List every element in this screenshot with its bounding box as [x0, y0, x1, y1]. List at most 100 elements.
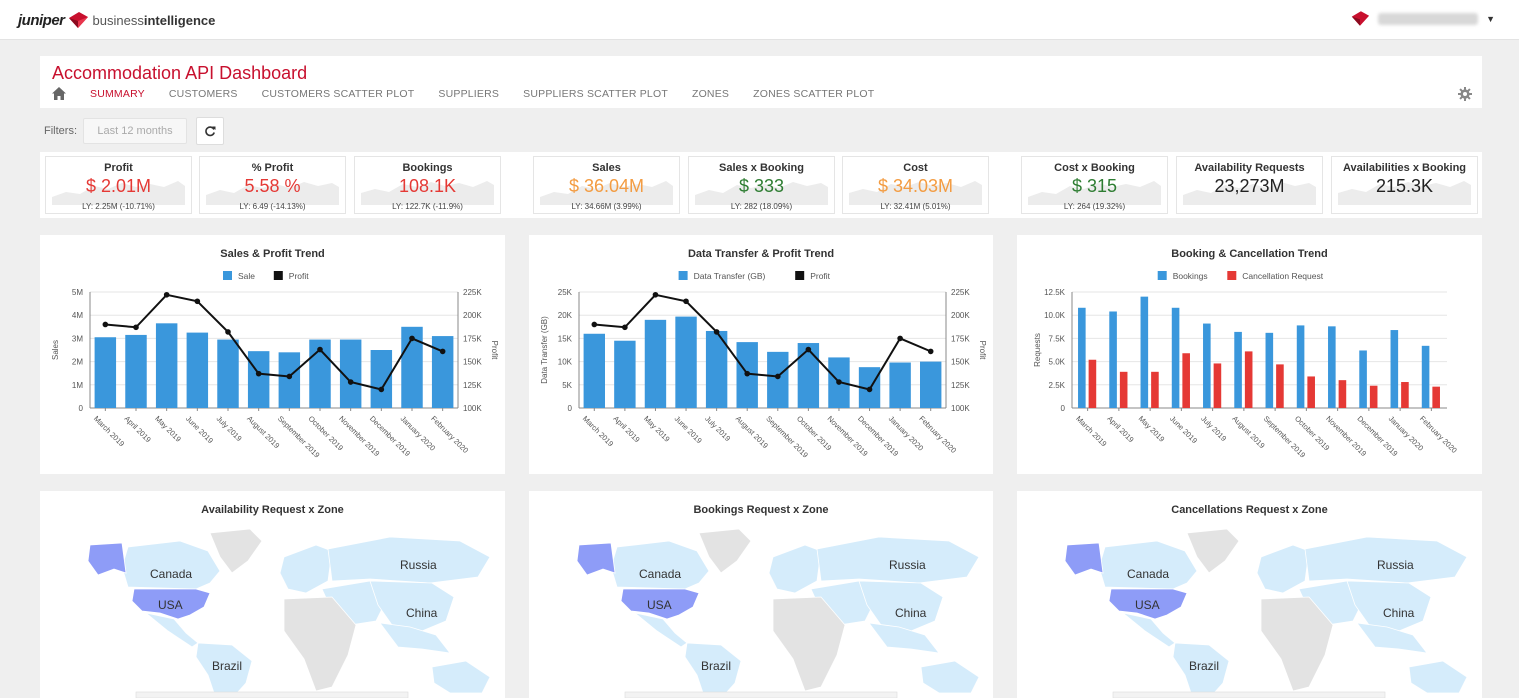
profit-point[interactable]: [409, 335, 415, 342]
profit-point[interactable]: [774, 373, 781, 380]
bar-cancellation-request[interactable]: [1401, 382, 1409, 408]
tab-suppliers[interactable]: SUPPLIERS: [438, 87, 500, 100]
profit-point[interactable]: [897, 335, 903, 342]
profit-point[interactable]: [622, 324, 628, 331]
gear-icon[interactable]: [1458, 87, 1472, 101]
bar-cancellation-request[interactable]: [1432, 386, 1440, 408]
alaska-region[interactable]: [576, 542, 616, 576]
bar-cancellation-request[interactable]: [1307, 376, 1315, 408]
profit-point[interactable]: [744, 370, 751, 377]
profit-point[interactable]: [286, 373, 293, 380]
bar-data-transfer-gb-[interactable]: [644, 319, 667, 408]
bar-sale[interactable]: [155, 323, 178, 408]
bar-sale[interactable]: [370, 350, 393, 408]
europe-region[interactable]: [768, 544, 822, 594]
alaska-region[interactable]: [87, 542, 127, 576]
mexico-region[interactable]: [634, 612, 688, 648]
bar-cancellation-request[interactable]: [1276, 364, 1284, 408]
legend-label[interactable]: Data Transfer (GB): [694, 271, 766, 281]
australia-region[interactable]: [1408, 660, 1468, 694]
bar-cancellation-request[interactable]: [1338, 380, 1347, 408]
usa-region[interactable]: [131, 588, 211, 620]
home-icon[interactable]: [52, 87, 66, 100]
south-america-region[interactable]: [684, 642, 742, 698]
profit-point[interactable]: [317, 346, 323, 353]
user-menu[interactable]: ▼: [1350, 10, 1495, 27]
legend-label[interactable]: Sale: [238, 271, 255, 281]
bar-sale[interactable]: [247, 351, 270, 408]
tab-zones[interactable]: ZONES: [691, 87, 730, 100]
profit-point[interactable]: [652, 291, 659, 298]
south-america-region[interactable]: [1172, 642, 1230, 698]
bar-sale[interactable]: [217, 339, 239, 408]
mexico-region[interactable]: [1122, 612, 1176, 648]
bar-bookings[interactable]: [1328, 326, 1336, 408]
alaska-region[interactable]: [1064, 542, 1104, 576]
profit-point[interactable]: [102, 321, 109, 328]
bar-cancellation-request[interactable]: [1088, 359, 1097, 408]
bar-cancellation-request[interactable]: [1369, 385, 1378, 408]
europe-region[interactable]: [1256, 544, 1310, 594]
profit-point[interactable]: [805, 346, 812, 353]
africa-region[interactable]: [772, 596, 846, 692]
russia-region[interactable]: [1304, 536, 1468, 584]
bar-bookings[interactable]: [1203, 323, 1211, 408]
europe-region[interactable]: [279, 544, 333, 594]
bar-bookings[interactable]: [1265, 332, 1274, 408]
bar-data-transfer-gb-[interactable]: [583, 333, 605, 408]
canada-region[interactable]: [610, 540, 710, 590]
profit-point[interactable]: [439, 348, 446, 355]
bar-sale[interactable]: [94, 337, 117, 408]
tab-customers-scatter-plot[interactable]: CUSTOMERS SCATTER PLOT: [261, 87, 415, 100]
canada-region[interactable]: [121, 540, 221, 590]
tab-suppliers-scatter-plot[interactable]: SUPPLIERS SCATTER PLOT: [523, 87, 668, 100]
legend-label[interactable]: Bookings: [1173, 271, 1208, 281]
bar-bookings[interactable]: [1140, 296, 1149, 408]
bar-sale[interactable]: [125, 334, 147, 408]
profit-point[interactable]: [378, 386, 385, 393]
profit-point[interactable]: [836, 379, 842, 385]
profit-point[interactable]: [713, 329, 720, 335]
bar-sale[interactable]: [186, 332, 209, 408]
profit-point[interactable]: [225, 329, 231, 335]
bar-data-transfer-gb-[interactable]: [920, 361, 942, 408]
profit-point[interactable]: [133, 324, 139, 331]
bar-bookings[interactable]: [1390, 330, 1399, 408]
profit-point[interactable]: [347, 379, 354, 385]
bar-data-transfer-gb-[interactable]: [797, 343, 820, 408]
bar-sale[interactable]: [278, 352, 301, 408]
profit-point[interactable]: [866, 386, 873, 393]
bar-cancellation-request[interactable]: [1182, 353, 1190, 408]
bar-data-transfer-gb-[interactable]: [705, 330, 728, 408]
mexico-region[interactable]: [145, 612, 199, 648]
bar-cancellation-request[interactable]: [1119, 371, 1128, 408]
china-region[interactable]: [369, 580, 455, 632]
legend-label[interactable]: Cancellation Request: [1242, 271, 1323, 281]
bar-data-transfer-gb-[interactable]: [675, 316, 697, 408]
logo[interactable]: juniper businessintelligence: [18, 8, 215, 32]
legend-label[interactable]: Profit: [289, 271, 309, 281]
south-asia-region[interactable]: [379, 622, 451, 654]
bar-bookings[interactable]: [1296, 325, 1305, 408]
bar-data-transfer-gb-[interactable]: [889, 362, 911, 408]
south-asia-region[interactable]: [868, 622, 940, 654]
greenland-region[interactable]: [209, 528, 263, 574]
profit-point[interactable]: [591, 321, 598, 328]
china-region[interactable]: [1346, 580, 1432, 632]
usa-region[interactable]: [1108, 588, 1188, 620]
russia-region[interactable]: [816, 536, 980, 584]
bar-sale[interactable]: [431, 336, 454, 408]
bar-bookings[interactable]: [1171, 307, 1180, 408]
tab-zones-scatter-plot[interactable]: ZONES SCATTER PLOT: [753, 87, 875, 100]
bar-bookings[interactable]: [1421, 345, 1430, 408]
bar-bookings[interactable]: [1359, 350, 1367, 408]
bar-data-transfer-gb-[interactable]: [614, 340, 636, 408]
usa-region[interactable]: [620, 588, 700, 620]
bar-bookings[interactable]: [1234, 331, 1242, 408]
australia-region[interactable]: [920, 660, 980, 694]
australia-region[interactable]: [431, 660, 491, 694]
refresh-button[interactable]: [196, 117, 224, 145]
bar-cancellation-request[interactable]: [1213, 363, 1222, 408]
profit-point[interactable]: [255, 370, 262, 377]
tab-summary[interactable]: SUMMARY: [90, 87, 145, 100]
